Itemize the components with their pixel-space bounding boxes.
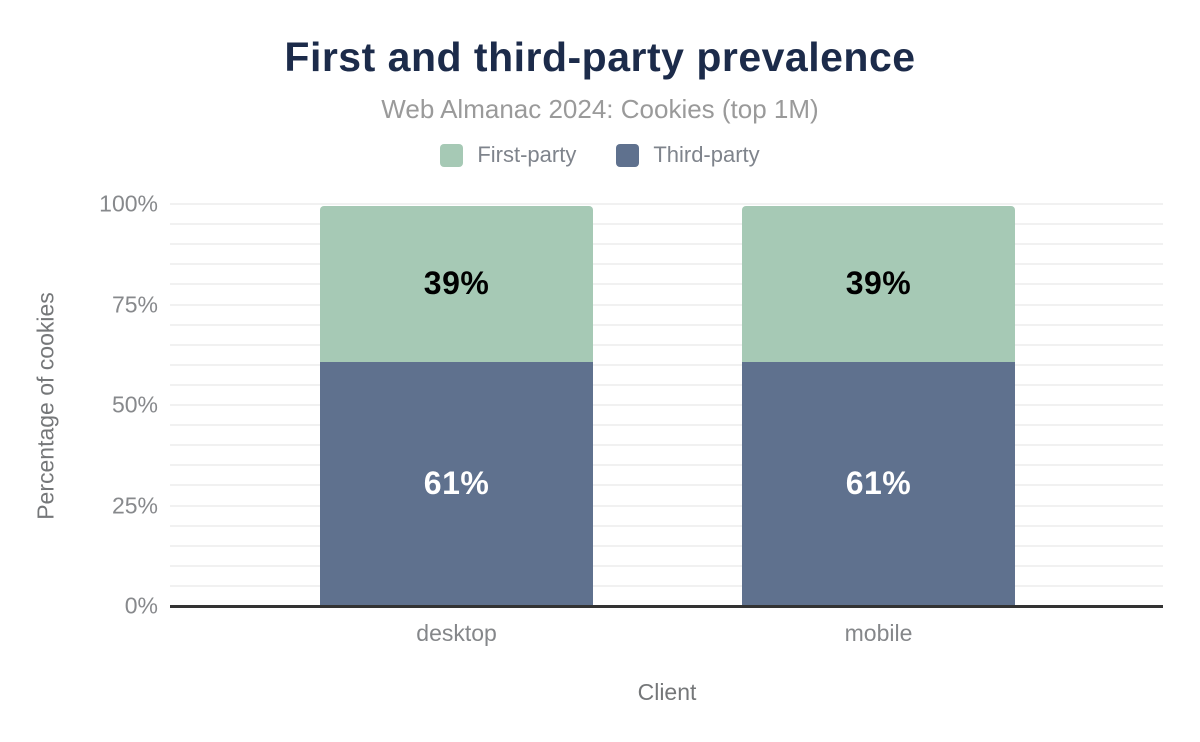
y-tick-label-50: 50% [111, 391, 158, 418]
bar-value-label: 39% [423, 265, 490, 302]
gridline [170, 243, 1163, 246]
bar-segment-mobile-first-party[interactable]: 39% [741, 205, 1016, 362]
legend-item-first-party[interactable]: First-party [440, 142, 576, 168]
legend-label: First-party [477, 142, 577, 167]
x-axis-title: Client [637, 679, 697, 705]
gridline [170, 504, 1163, 507]
gridline [170, 584, 1163, 587]
y-tick-label-0: 0% [124, 592, 158, 619]
legend-item-third-party[interactable]: Third-party [616, 142, 760, 168]
legend-label: Third-party [653, 142, 760, 167]
gridline [170, 484, 1163, 487]
y-tick-label-100: 100% [99, 190, 158, 217]
gridline [170, 424, 1163, 427]
bar-segment-desktop-first-party[interactable]: 39% [320, 205, 594, 362]
gridline [170, 524, 1163, 527]
bar-value-label: 61% [845, 465, 912, 502]
first-party-swatch-icon [440, 143, 464, 167]
gridline [170, 444, 1163, 447]
bar-column-mobile: 61% 39% [741, 204, 1016, 606]
bar-segment-desktop-third-party[interactable]: 61% [320, 361, 594, 606]
y-axis-ticks: 0% 25% 50% 75% 100% [0, 191, 158, 619]
gridline [170, 323, 1163, 326]
x-axis-line [170, 605, 1163, 608]
x-category-label-mobile: mobile [844, 620, 913, 646]
y-tick-label-25: 25% [111, 492, 158, 518]
gridline [170, 564, 1163, 567]
gridline [170, 404, 1163, 406]
gridline [170, 383, 1163, 386]
x-category-label-desktop: desktop [416, 620, 497, 646]
gridline [170, 283, 1163, 286]
gridline [170, 544, 1163, 547]
gridline [170, 223, 1163, 226]
gridline [170, 363, 1163, 366]
y-tick-label-75: 75% [111, 291, 158, 317]
third-party-swatch-icon [616, 143, 640, 167]
gridline [170, 343, 1163, 346]
chart-subtitle: Web Almanac 2024: Cookies (top 1M) [381, 94, 819, 124]
legend: First-party Third-party [0, 142, 1200, 168]
plot-area: 61% 39% 61% 39% [170, 203, 1163, 606]
gridline [170, 464, 1163, 467]
gridline [170, 303, 1163, 306]
bar-column-desktop: 61% 39% [320, 204, 594, 606]
bar-value-label: 39% [845, 265, 912, 302]
bar-segment-mobile-third-party[interactable]: 61% [741, 361, 1016, 606]
bar-value-label: 61% [423, 465, 490, 502]
chart-title: First and third-party prevalence [284, 34, 916, 80]
gridline [170, 263, 1163, 266]
gridline [170, 203, 1163, 205]
